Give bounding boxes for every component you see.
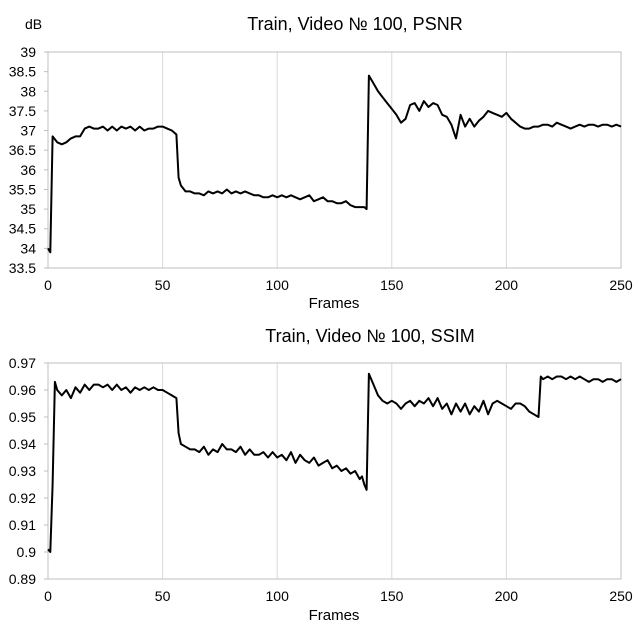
x-tick-label: 100 xyxy=(266,588,290,604)
y-tick-label: 38 xyxy=(20,83,36,99)
ssim-series-line xyxy=(47,372,622,553)
x-tick-label: 250 xyxy=(609,277,633,293)
psnr-series-line xyxy=(47,74,622,254)
x-tick-label: 0 xyxy=(44,588,52,604)
y-tick-label: 39 xyxy=(20,44,36,60)
x-axis-label: Frames xyxy=(309,295,360,312)
y-tick-label: 0.95 xyxy=(9,409,36,425)
y-tick-label: 0.94 xyxy=(9,436,36,452)
y-tick-label: 33.5 xyxy=(9,260,36,276)
grid xyxy=(44,362,622,580)
y-tick-label: 35.5 xyxy=(9,181,36,197)
y-tick-label: 0.97 xyxy=(9,355,36,371)
x-tick-label: 50 xyxy=(155,277,171,293)
x-tick-label: 50 xyxy=(155,588,171,604)
x-tick-label: 200 xyxy=(495,277,519,293)
x-tick-label: 200 xyxy=(495,588,519,604)
y-tick-label: 0.93 xyxy=(9,463,36,479)
y-tick-label: 0.92 xyxy=(9,490,36,506)
x-tick-label: 150 xyxy=(380,277,404,293)
y-tick-label: 0.9 xyxy=(17,544,37,560)
y-tick-label: 37.5 xyxy=(9,103,36,119)
y-tick-label: 0.91 xyxy=(9,517,36,533)
plot-area xyxy=(47,362,622,580)
y-tick-label: 36 xyxy=(20,162,36,178)
y-tick-label: 0.89 xyxy=(9,571,36,587)
y-axis-label: dB xyxy=(25,16,42,32)
y-tick-label: 37 xyxy=(20,123,36,139)
x-tick-label: 100 xyxy=(266,277,290,293)
x-tick-label: 250 xyxy=(609,588,633,604)
chart-title: Train, Video № 100, SSIM xyxy=(265,326,474,346)
ssim-chart: Train, Video № 100, SSIM Frames 0 50 100 15… xyxy=(9,326,633,624)
y-tick-label: 0.96 xyxy=(9,382,36,398)
tick-labels: 0 50 100 150 200 250 33.5 34 34.5 35 35.5 36 36.5 37 3… xyxy=(9,44,633,293)
y-tick-label: 38.5 xyxy=(9,64,36,80)
y-tick-label: 35 xyxy=(20,201,36,217)
x-tick-label: 0 xyxy=(44,277,52,293)
grid xyxy=(44,51,622,269)
psnr-chart: Train, Video № 100, PSNR dB Frames 0 50 10… xyxy=(9,14,633,312)
chart-title: Train, Video № 100, PSNR xyxy=(247,14,462,34)
plot-area xyxy=(47,51,622,269)
y-tick-label: 36.5 xyxy=(9,142,36,158)
y-tick-label: 34.5 xyxy=(9,221,36,237)
x-axis-label: Frames xyxy=(309,607,360,624)
x-tick-label: 150 xyxy=(380,588,404,604)
y-tick-label: 34 xyxy=(20,240,36,256)
tick-labels: 0 50 100 150 200 250 0.89 0.9 0.91 0.92 0.93 0.94 0.… xyxy=(9,355,633,604)
